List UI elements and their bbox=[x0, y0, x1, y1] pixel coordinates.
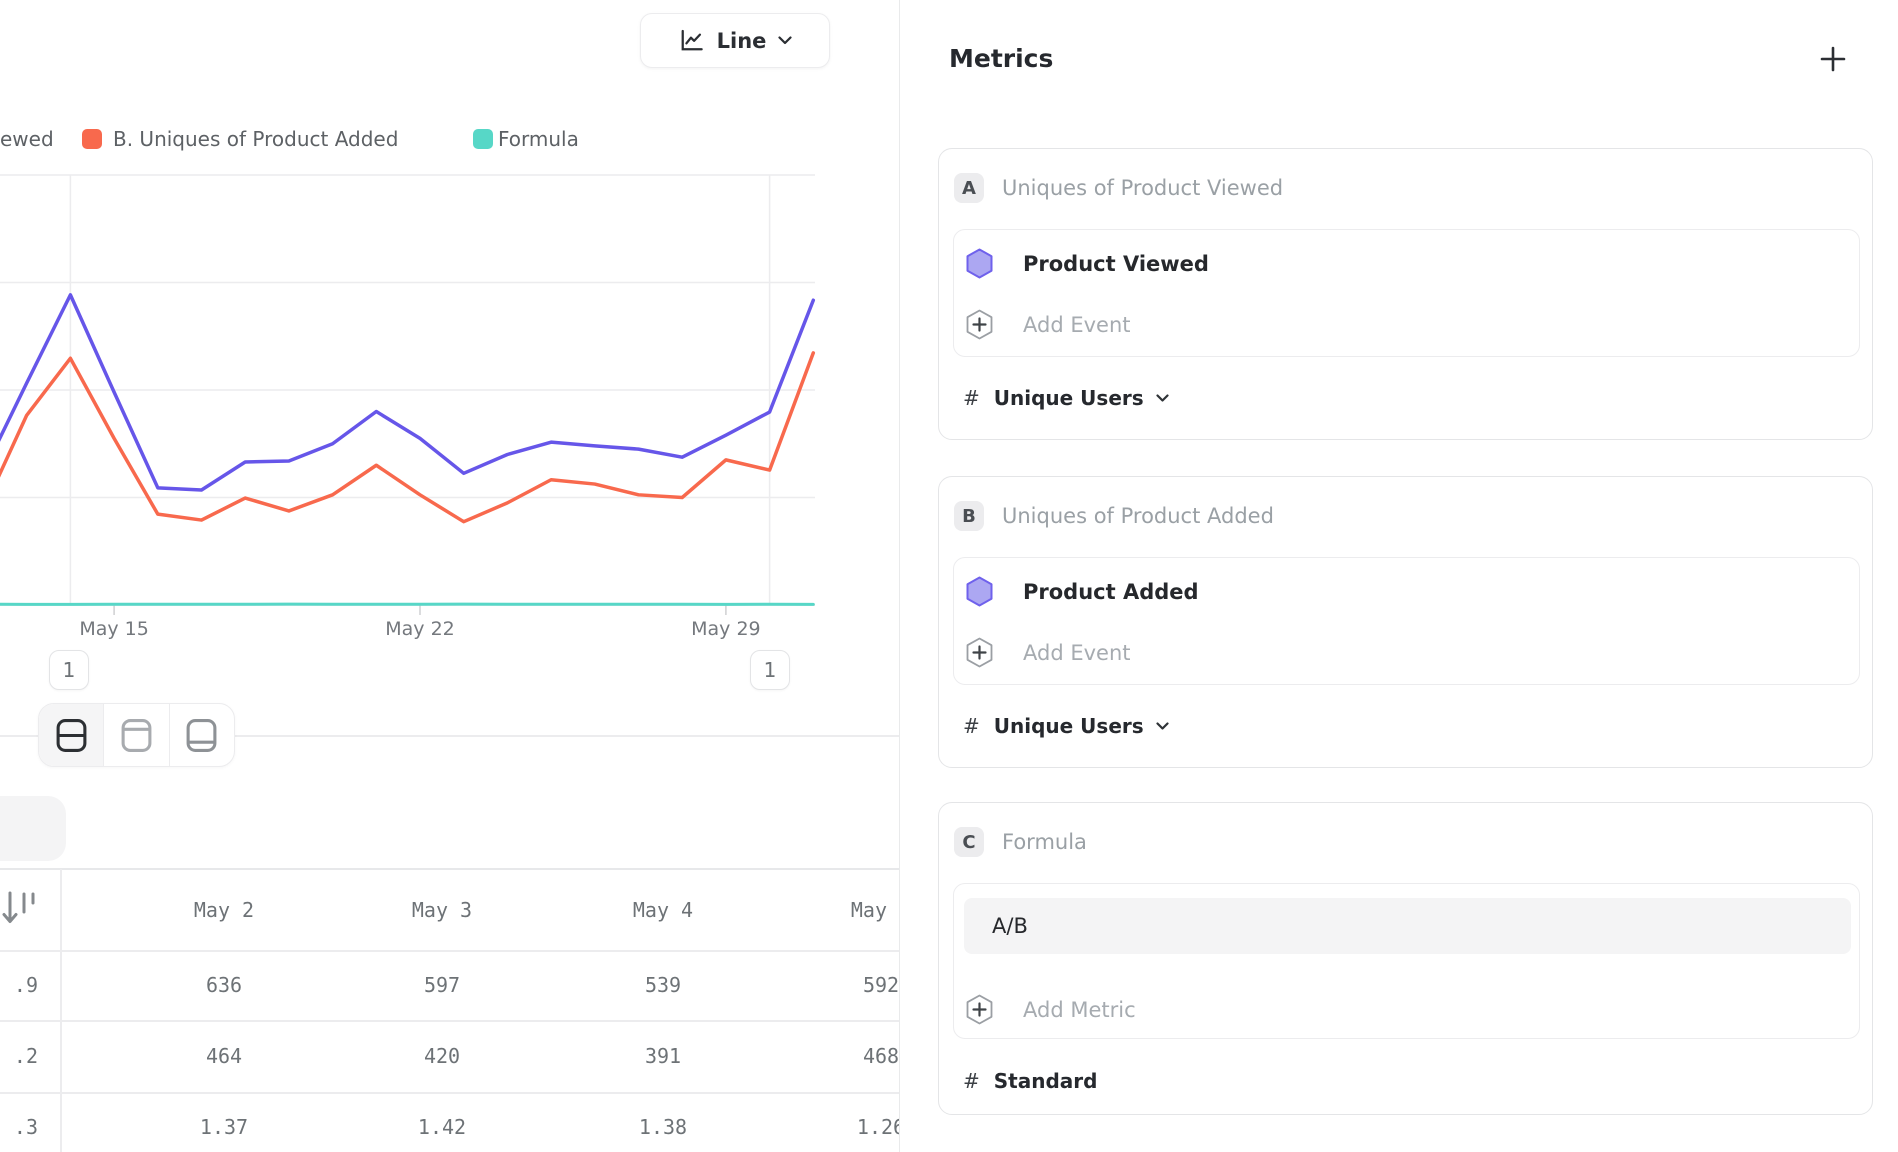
event-item[interactable]: Product Added bbox=[966, 576, 1199, 607]
add-event-button[interactable]: Add Event bbox=[966, 637, 1131, 668]
table-column-separator bbox=[60, 869, 62, 1152]
table-cell: 1.26 bbox=[856, 1115, 900, 1139]
hash-icon: # bbox=[963, 714, 980, 738]
metric-card-title: Uniques of Product Viewed bbox=[1002, 176, 1284, 200]
chevron-down-icon bbox=[1156, 721, 1169, 731]
measure-selector[interactable]: # Standard bbox=[963, 1069, 1097, 1093]
line-chart-icon bbox=[678, 27, 705, 54]
event-block: Product Viewed Add Event bbox=[953, 229, 1860, 357]
table-cell: 1.42 bbox=[417, 1115, 467, 1139]
add-metric-button[interactable]: Add Metric bbox=[966, 994, 1136, 1025]
header-separator bbox=[0, 950, 900, 952]
sort-descending-icon[interactable] bbox=[2, 890, 38, 928]
trend-line-chart[interactable]: May 15 May 22 May 29 bbox=[0, 0, 900, 680]
panel-title: Metrics bbox=[949, 44, 1054, 73]
formula-expression: A/B bbox=[992, 914, 1028, 938]
event-hexagon-icon bbox=[966, 248, 993, 279]
page-number: 1 bbox=[763, 658, 777, 682]
formula-block: A/B Add Metric bbox=[953, 883, 1860, 1039]
legend-item-formula[interactable]: Formula bbox=[498, 127, 579, 151]
measure-name: Unique Users bbox=[993, 386, 1144, 410]
metric-card-title: Formula bbox=[1002, 830, 1087, 854]
hexagon-plus-icon bbox=[966, 309, 993, 340]
table-top-border bbox=[0, 868, 900, 870]
page-badge-right[interactable]: 1 bbox=[750, 650, 790, 690]
event-hexagon-icon bbox=[966, 576, 993, 607]
table-cell: 1.37 bbox=[199, 1115, 249, 1139]
layout-split-view-button[interactable] bbox=[39, 704, 104, 766]
table-only-icon bbox=[185, 718, 218, 753]
results-table: May 2 May 3 May 4 May 5 .9 636 597 539 5… bbox=[0, 868, 900, 1152]
column-header[interactable]: May 2 bbox=[193, 898, 255, 922]
column-header[interactable]: May 5 bbox=[850, 898, 900, 922]
table-cell-partial: .2 bbox=[13, 1044, 38, 1068]
metric-badge: A bbox=[954, 173, 984, 203]
series-line-A. Uniques of Product Viewed bbox=[0, 293, 816, 492]
layout-toggle-group bbox=[38, 703, 235, 767]
event-name: Product Added bbox=[1023, 579, 1199, 604]
metrics-panel: Metrics A Uniques of Product Viewed Prod… bbox=[899, 0, 1898, 1152]
column-header[interactable]: May 3 bbox=[411, 898, 473, 922]
add-metric-plus-button[interactable] bbox=[1819, 45, 1847, 73]
column-header[interactable]: May 4 bbox=[632, 898, 694, 922]
table-tab-truncated[interactable] bbox=[0, 796, 66, 861]
legend-item-a-truncated[interactable]: ewed bbox=[0, 127, 54, 151]
add-event-label: Add Event bbox=[1023, 312, 1131, 337]
legend-item-b[interactable]: B. Uniques of Product Added bbox=[113, 127, 399, 151]
series-line-B. Uniques of Product Added bbox=[0, 351, 816, 524]
table-cell: 592 bbox=[862, 973, 900, 997]
event-name: Product Viewed bbox=[1023, 251, 1209, 276]
hash-icon: # bbox=[963, 386, 980, 410]
metric-card-c: C Formula A/B Add Metric # bbox=[938, 802, 1873, 1115]
table-cell: 539 bbox=[644, 973, 682, 997]
table-cell: 597 bbox=[423, 973, 461, 997]
page-number: 1 bbox=[62, 658, 76, 682]
chart-legend: ewed B. Uniques of Product Added Formula bbox=[0, 126, 900, 152]
page-badge-left[interactable]: 1 bbox=[49, 650, 89, 690]
split-view-icon bbox=[55, 718, 88, 753]
add-event-button[interactable]: Add Event bbox=[966, 309, 1131, 340]
metric-badge: B bbox=[954, 501, 984, 531]
table-cell: 1.38 bbox=[638, 1115, 688, 1139]
event-item[interactable]: Product Viewed bbox=[966, 248, 1209, 279]
chevron-down-icon bbox=[1156, 393, 1169, 403]
table-cell: 468 bbox=[862, 1044, 900, 1068]
chart-type-dropdown[interactable]: Line bbox=[640, 13, 830, 68]
chevron-down-icon bbox=[778, 36, 792, 45]
metric-card-a: A Uniques of Product Viewed Product View… bbox=[938, 148, 1873, 440]
legend-swatch-formula bbox=[473, 129, 493, 149]
x-axis-tick-label: May 22 bbox=[385, 618, 455, 640]
metric-card-b: B Uniques of Product Added Product Added bbox=[938, 476, 1873, 768]
chart-only-icon bbox=[120, 718, 153, 753]
metric-badge: C bbox=[954, 827, 984, 857]
table-cell-partial: .3 bbox=[13, 1115, 38, 1139]
table-cell-partial: .9 bbox=[13, 973, 38, 997]
layout-table-only-button[interactable] bbox=[168, 704, 234, 766]
row-separator bbox=[0, 1092, 900, 1094]
formula-input[interactable]: A/B bbox=[964, 898, 1851, 954]
table-cell: 420 bbox=[423, 1044, 461, 1068]
section-divider bbox=[0, 735, 899, 737]
hexagon-plus-icon bbox=[966, 637, 993, 668]
layout-chart-only-button[interactable] bbox=[103, 704, 168, 766]
legend-swatch-b bbox=[82, 129, 102, 149]
hash-icon: # bbox=[963, 1069, 980, 1093]
table-cell: 636 bbox=[205, 973, 243, 997]
metric-card-title: Uniques of Product Added bbox=[1002, 504, 1274, 528]
chart-type-label: Line bbox=[716, 28, 767, 53]
row-separator bbox=[0, 1020, 900, 1022]
measure-selector[interactable]: # Unique Users bbox=[963, 386, 1169, 410]
x-axis-tick-label: May 29 bbox=[691, 618, 761, 640]
add-event-label: Add Event bbox=[1023, 640, 1131, 665]
measure-name: Standard bbox=[993, 1069, 1098, 1093]
measure-name: Unique Users bbox=[993, 714, 1144, 738]
x-axis-tick-label: May 15 bbox=[79, 618, 149, 640]
event-block: Product Added Add Event bbox=[953, 557, 1860, 685]
hexagon-plus-icon bbox=[966, 994, 993, 1025]
add-metric-label: Add Metric bbox=[1023, 997, 1136, 1022]
table-cell: 464 bbox=[205, 1044, 243, 1068]
table-cell: 391 bbox=[644, 1044, 682, 1068]
measure-selector[interactable]: # Unique Users bbox=[963, 714, 1169, 738]
